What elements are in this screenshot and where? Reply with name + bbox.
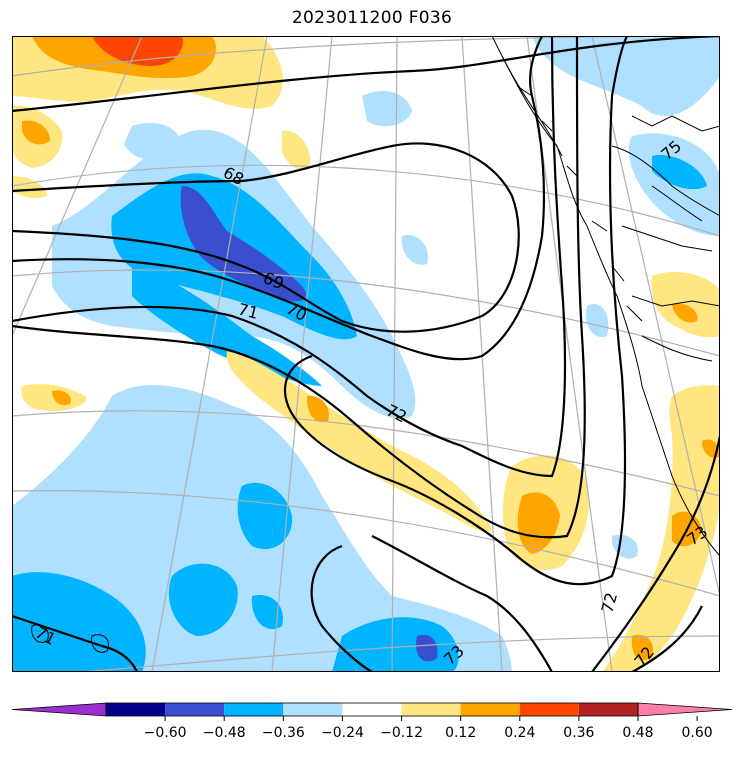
colorbar-tick-label: 0.12 (445, 725, 476, 741)
coastlines (31, 36, 720, 653)
colorbar-tick-label: 0.24 (504, 725, 535, 741)
colorbar-tick-label: 0.48 (622, 725, 653, 741)
map-panel: 68 69 70 71 72 72 73 73 71 72 75 (12, 36, 720, 672)
colorbar-box (460, 703, 520, 716)
map-frame (12, 36, 720, 672)
contour-label-71: 71 (236, 299, 260, 322)
colorbar-tick-label: −0.24 (321, 725, 364, 741)
negative-anomaly-shading (12, 36, 720, 672)
colorbar-tick-label: 0.36 (563, 725, 594, 741)
colorbar: −0.60 −0.48 −0.36 −0.24 −0.12 0.12 0.24 0.36 0.4… (11, 702, 733, 741)
colorbar-tick-label: −0.36 (262, 725, 305, 741)
colorbar-ticks: −0.60 −0.48 −0.36 −0.24 −0.12 0.12 0.24 0.36 0.4… (144, 716, 713, 741)
contour-label-72-right: 72 (598, 590, 622, 615)
colorbar-box (224, 703, 284, 716)
colorbar-box (165, 703, 225, 716)
map-title: 2023011200 F036 (291, 8, 453, 28)
positive-anomaly-shading (12, 36, 720, 672)
colorbar-box (519, 703, 579, 716)
colorbar-outline (105, 702, 639, 717)
colorbar-tick-label: −0.48 (203, 725, 246, 741)
height-contours (12, 36, 720, 672)
colorbar-extend-high (637, 702, 733, 717)
colorbar-box (106, 703, 166, 716)
colorbar-box (283, 703, 343, 716)
colorbar-tick-label: −0.60 (144, 725, 187, 741)
colorbar-tick-label: 0.60 (682, 725, 713, 741)
colorbar-tick-label: −0.12 (380, 725, 423, 741)
colorbar-boxes (11, 702, 733, 717)
colorbar-box (578, 703, 638, 716)
colorbar-box (342, 703, 402, 716)
colorbar-extend-low (11, 702, 107, 717)
colorbar-box (401, 703, 461, 716)
